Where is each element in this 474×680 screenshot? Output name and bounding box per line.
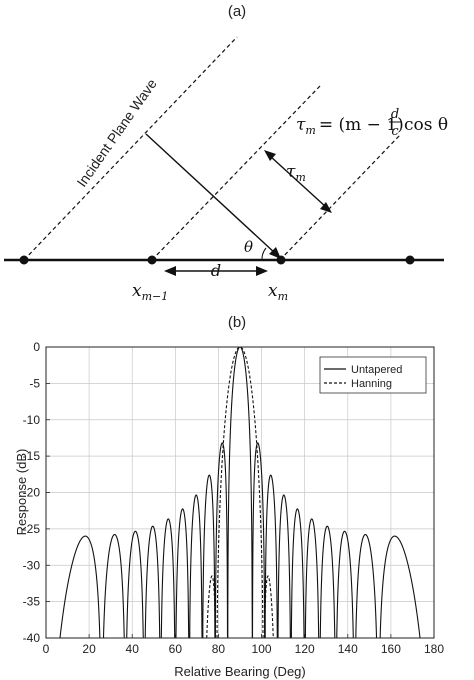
ray-arrowhead: [269, 247, 281, 259]
legend-label-hanning: Hanning: [351, 378, 392, 390]
x-tick-label: 60: [169, 642, 183, 656]
y-tick-label: -35: [23, 595, 41, 609]
y-tick-label: -15: [23, 449, 41, 463]
chart-ticks: 0 20 40 60 80 100 120 140 160 180 0 -5 -10 -15 -20 -25 -…: [23, 340, 445, 656]
d-label: d: [211, 261, 221, 280]
x-m-label: xm: [268, 281, 288, 303]
sensor-2: [147, 255, 157, 265]
x-tick-label: 40: [126, 642, 140, 656]
wavefront-2: [151, 85, 321, 261]
y-tick-label: -5: [29, 376, 40, 390]
x-tick-label: 100: [252, 642, 272, 656]
chart-curves: [59, 346, 421, 639]
tau-label: τm: [286, 162, 306, 184]
y-tick-label: -25: [23, 522, 41, 536]
sensor-1: [19, 255, 29, 265]
tau-arrowhead-top: [264, 150, 276, 161]
legend-label-untapered: Untapered: [351, 364, 402, 376]
y-tick-label: -20: [23, 486, 41, 500]
legend: Untapered Hanning: [319, 356, 427, 394]
panel-a-label: (a): [228, 3, 246, 20]
x-tick-label: 180: [424, 642, 444, 656]
y-tick-label: -10: [23, 413, 41, 427]
y-tick-label: -40: [23, 631, 41, 645]
sensor-4: [405, 255, 415, 265]
tau-arrowhead-bottom: [320, 202, 332, 213]
propagation-ray: [145, 133, 277, 255]
wavefront-3: [279, 134, 401, 261]
legend-box: [319, 356, 427, 394]
y-tick-label: -30: [23, 558, 41, 572]
delay-formula: τm = (m − 1): [296, 115, 404, 137]
wavefront-1: [23, 36, 238, 261]
theta-arc: [261, 247, 267, 261]
x-tick-label: 0: [43, 642, 50, 656]
panel-b-label: (b): [228, 314, 246, 331]
x-axis-label: Relative Bearing (Deg): [174, 664, 306, 679]
series-line-hanning: [206, 346, 274, 639]
sensor-3: [276, 255, 286, 265]
d-arrowhead-right: [256, 266, 268, 276]
tau-arrow-line: [269, 155, 327, 208]
y-axis-label: Response (dB): [14, 449, 29, 536]
x-tick-label: 20: [82, 642, 96, 656]
formula-frac-num: d: [391, 107, 399, 122]
incident-wave-label: Incident Plane Wave: [73, 76, 160, 190]
x-m-minus-1-label: xm−1: [132, 281, 168, 303]
x-tick-label: 120: [295, 642, 315, 656]
x-tick-label: 140: [338, 642, 358, 656]
formula-tail: cos θ: [404, 115, 448, 135]
y-tick-label: 0: [33, 340, 40, 354]
series-line-untapered: [59, 346, 421, 639]
d-arrowhead-left: [164, 266, 176, 276]
x-tick-label: 80: [212, 642, 226, 656]
theta-label: θ: [244, 238, 253, 256]
x-tick-label: 160: [381, 642, 401, 656]
formula-frac-den: c: [391, 124, 399, 139]
